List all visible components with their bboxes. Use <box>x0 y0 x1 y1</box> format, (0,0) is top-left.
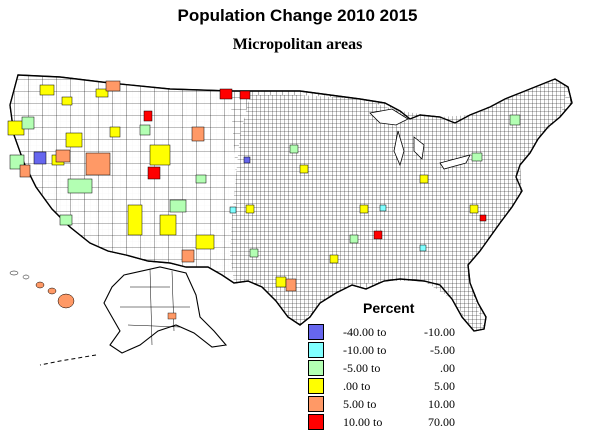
legend-to: 70.00 <box>428 415 455 429</box>
legend-from: 5.00 to <box>343 397 377 411</box>
legend-to: 5.00 <box>434 379 455 393</box>
map-subtitle: Micropolitan areas <box>232 36 363 53</box>
map-title: Population Change 2010 2015 <box>177 6 418 25</box>
micropolitan-areas <box>7 80 521 292</box>
legend-title: Percent <box>363 300 415 316</box>
legend-swatch <box>308 414 324 430</box>
legend-swatch <box>308 342 324 358</box>
legend-item: -10.00 to -5.00 <box>308 342 478 358</box>
hawaii <box>9 270 75 309</box>
contiguous-us <box>9 74 573 332</box>
legend-from: .00 to <box>343 379 371 393</box>
legend-to: -10.00 <box>424 325 455 339</box>
legend-to: .00 <box>440 361 455 375</box>
legend-to: -5.00 <box>430 343 455 357</box>
alaska <box>39 266 228 366</box>
legend-from: -40.00 to <box>343 325 387 339</box>
legend-from: 10.00 to <box>343 415 383 429</box>
legend-swatch <box>308 360 324 376</box>
legend-item: 10.00 to 70.00 <box>308 414 478 430</box>
legend-swatch <box>308 324 324 340</box>
legend-item: .00 to 5.00 <box>308 378 478 394</box>
legend-item: -5.00 to .00 <box>308 360 478 376</box>
legend-from: -10.00 to <box>343 343 387 357</box>
legend-item: -40.00 to -10.00 <box>308 324 478 340</box>
us-county-map <box>7 74 573 366</box>
legend-swatch <box>308 378 324 394</box>
legend-item: 5.00 to 10.00 <box>308 396 478 412</box>
legend-from: -5.00 to <box>343 361 381 375</box>
legend-swatch <box>308 396 324 412</box>
legend-to: 10.00 <box>428 397 455 411</box>
